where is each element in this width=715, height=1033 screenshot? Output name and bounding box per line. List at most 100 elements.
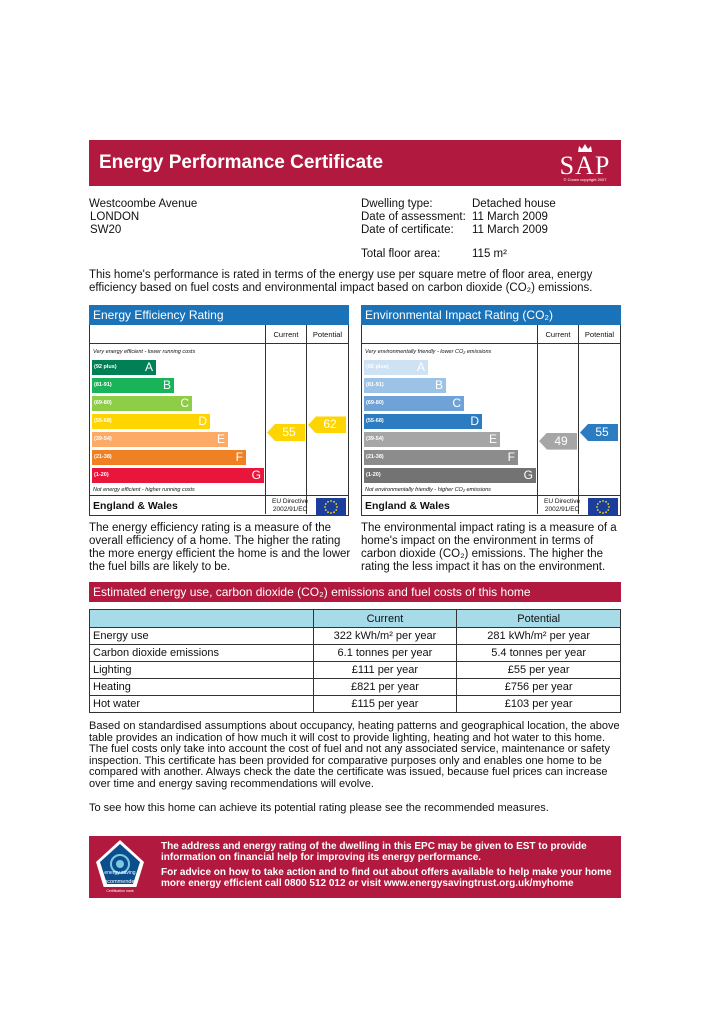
band-letter: F [507,450,515,464]
eu-star [327,500,329,503]
energy-saving-trust-box: energy saving recommended Certification … [89,836,621,898]
table-row: Hot water £115 per year £103 per year [89,695,621,713]
eu-star [602,512,604,514]
band-letter: E [216,432,225,446]
row-label: Hot water [89,695,314,713]
eu-star [324,506,326,508]
eu-star [324,503,327,505]
potential-value: 5.4 tonnes per year [456,644,621,662]
sap-logo-copyright: © Crown copyright 2007 [563,177,607,182]
sap-logo: SAP © Crown copyright 2007 [557,143,613,183]
eu-star [602,500,604,502]
current-value: 6.1 tonnes per year [312,644,458,662]
assessment-date-label: Date of assessment: [361,211,466,223]
band-letter: B [434,378,443,392]
band-letter: B [162,378,171,392]
floor-area-value: 115 m² [472,248,507,260]
logo-caption: Certification mark [106,889,134,893]
page-title: Energy Performance Certificate [99,152,384,173]
est-advice-text: For advice on how to take action and to … [161,867,612,889]
intro-text: This home's performance is rated in term… [89,269,593,294]
eu-flag-icon [588,498,618,516]
current-column-header: Current [545,330,571,339]
sap-logo-text: SAP [559,151,611,180]
table-row: Carbon dioxide emissions 6.1 tonnes per … [89,644,621,662]
floor-area-label: Total floor area: [361,248,441,260]
crown-icon [578,144,592,152]
eu-star [335,509,338,511]
band-letter: E [488,432,497,446]
region-label: England & Wales [365,500,450,512]
table-row: Heating £821 per year £756 per year [89,678,621,696]
bottom-note: Not energy efficient - higher running co… [93,487,195,493]
rating-band-e: (39-54) E [92,432,228,447]
potential-value: 281 kWh/m² per year [456,627,621,645]
band-range: (92 plus) [366,364,389,370]
current-rating-arrow: 49 [539,432,577,450]
eu-star [608,506,610,508]
rating-band-g: (1-20) G [92,468,264,483]
rating-band-e: (39-54) E [364,432,500,447]
band-range: (81-91) [366,382,384,388]
environmental-impact-panel: Environmental Impact Rating (CO₂) Curren… [361,305,621,516]
table-row: Energy use 322 kWh/m² per year 281 kWh/m… [89,627,621,645]
band-letter: F [235,450,243,464]
logo-top-text: energy saving [104,870,136,876]
row-label: Lighting [89,661,314,679]
recommendation-text: To see how this home can achieve its pot… [89,802,549,814]
row-label: Carbon dioxide emissions [89,644,314,662]
assessment-date-value: 11 March 2009 [472,211,548,223]
eu-star [599,511,601,514]
rating-band-c: (69-80) C [364,396,464,411]
address-line: SW20 [90,224,122,236]
panel-title: Energy Efficiency Rating [89,305,349,325]
dwelling-details: Dwelling type: Detached house Date of as… [361,198,621,261]
panel-footer: England & Wales EU Directive 2002/91/EC [362,495,620,516]
band-letter: D [470,414,479,428]
band-range: (55-68) [94,418,112,424]
potential-column-header: Potential [584,330,615,339]
rating-band-f: (21-38) F [364,450,518,465]
certificate-date-value: 11 March 2009 [472,224,548,236]
eu-star [336,506,338,508]
rating-band-g: (1-20) G [364,468,536,483]
certificate-date-label: Date of certificate: [361,224,454,236]
eu-star [605,500,607,503]
current-value: 322 kWh/m² per year [312,627,458,645]
dwelling-type-label: Dwelling type: [361,198,433,210]
environment-description: The environmental impact rating is a mea… [361,522,617,573]
eu-star [327,511,329,514]
table-header-cell [89,609,314,628]
eu-star [596,503,599,505]
potential-rating-arrow: 55 [580,424,618,441]
eu-star [607,503,610,505]
eu-star [335,503,338,505]
rating-band-b: (81-91) B [92,378,174,393]
potential-value: £103 per year [456,695,621,713]
eu-directive: EU Directive 2002/91/EC [272,498,309,513]
eu-star [333,511,335,514]
band-range: (1-20) [366,472,381,478]
band-range: (81-91) [94,382,112,388]
band-range: (92 plus) [94,364,117,370]
row-label: Heating [89,678,314,696]
current-column-header: Current [273,330,299,339]
table-row: Lighting £111 per year £55 per year [89,661,621,679]
table-header-cell: Current [312,609,458,628]
band-letter: C [180,396,189,410]
rating-band-a: (92 plus) A [92,360,156,375]
eu-star [324,509,327,511]
band-letter: G [523,468,533,482]
address-line: Westcoombe Avenue [89,198,198,210]
energy-saving-recommended-logo: energy saving recommended Certification … [92,838,148,896]
eu-star [330,512,332,514]
table-header-cell: Potential [456,609,621,628]
dwelling-type-value: Detached house [472,198,556,210]
eu-star [607,509,610,511]
rating-band-f: (21-38) F [92,450,246,465]
eu-star [605,511,607,514]
table-header-row: Current Potential [89,609,621,628]
address-line: LONDON [90,211,140,223]
potential-rating-arrow: 62 [308,416,346,434]
band-letter: D [198,414,207,428]
